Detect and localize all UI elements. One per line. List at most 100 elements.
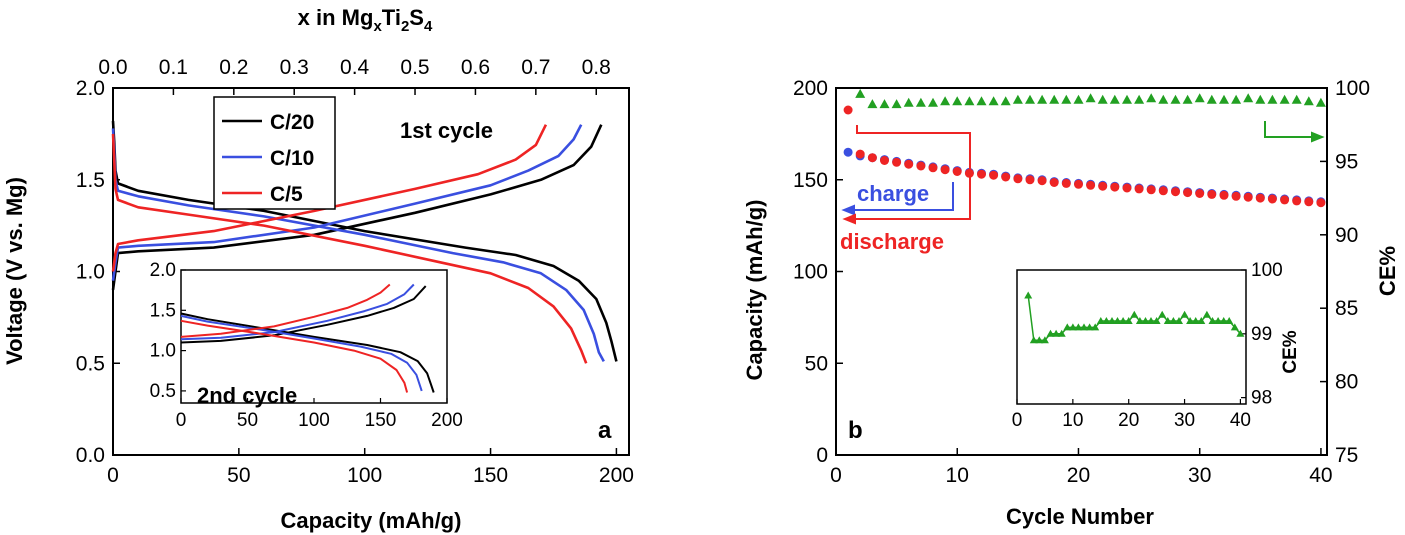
top-x-tick-label: 0.7 — [521, 56, 550, 79]
inset-ce-point — [1236, 329, 1245, 337]
inset-ce-point — [1113, 317, 1122, 324]
panel-b-markers — [843, 88, 1326, 208]
inset-y-tick-label: 1.0 — [150, 341, 176, 362]
inset-ce-point — [1124, 317, 1133, 324]
ce-point — [1219, 94, 1229, 104]
discharge-point — [1316, 198, 1326, 208]
ce-point — [1243, 93, 1254, 103]
panel-a-y-axis-title: Voltage (V vs. Mg) — [2, 177, 27, 365]
inset-curve-c-5-discharge — [180, 319, 409, 393]
top-x-axis-title: x in MgxTi2S4 — [298, 5, 433, 35]
ce-point — [1170, 94, 1181, 104]
y-tick-label: 50 — [805, 352, 828, 375]
inset-ce-point — [1202, 310, 1211, 318]
inset-x-tick-label: 50 — [237, 410, 258, 431]
inset-ce-point — [1191, 317, 1200, 324]
first-cycle-annotation: 1st cycle — [400, 118, 493, 143]
inset-curve-c-10-discharge — [180, 314, 423, 392]
inset-ce-point — [1024, 291, 1033, 299]
ce-point — [1025, 94, 1035, 104]
y-tick-label: 0 — [816, 444, 828, 467]
ce-point — [1061, 94, 1072, 104]
inset-y-tick-label: 0.5 — [150, 381, 176, 402]
legend-label-c-20: C/20 — [270, 111, 314, 134]
ce-point — [1267, 94, 1278, 104]
x-tick-label: 50 — [227, 464, 250, 487]
discharge-point — [904, 159, 914, 169]
inset-curve-c-20-discharge — [180, 312, 435, 393]
curve-c-10-discharge — [111, 128, 605, 363]
curve-c-5-discharge — [111, 133, 588, 364]
ce-point — [891, 99, 902, 109]
inset-y-tick-label: 98 — [1251, 388, 1272, 409]
inset-x-tick-label: 40 — [1230, 410, 1251, 431]
charge-label: charge — [857, 181, 929, 206]
panel-b-right-y-axis-title: CE% — [1375, 246, 1400, 296]
y-tick-label: 0.5 — [76, 352, 105, 375]
ce-point — [940, 96, 951, 106]
y-tick-label: 1.0 — [76, 261, 105, 284]
ce-point — [1158, 94, 1169, 104]
discharge-point — [1255, 193, 1265, 203]
y-tick-label: 200 — [793, 77, 828, 100]
discharge-point — [867, 153, 877, 163]
discharge-point — [843, 105, 853, 115]
y-tick-label: 2.0 — [76, 77, 105, 100]
discharge-point — [1243, 192, 1253, 202]
ce-point — [1109, 94, 1120, 104]
discharge-point — [977, 169, 986, 179]
x-tick-label: 10 — [946, 464, 969, 487]
inset-ce-y-axis-title: CE% — [1280, 330, 1301, 373]
inset-x-tick-label: 30 — [1174, 410, 1195, 431]
charge-arrow — [841, 182, 954, 216]
discharge-point — [1025, 175, 1035, 185]
top-x-tick-label: 0.6 — [461, 56, 490, 79]
panel-a-letter: a — [598, 417, 612, 444]
top-x-tick-label: 0.4 — [340, 56, 370, 79]
inset-ce-point — [1180, 310, 1189, 318]
inset-x-tick-label: 0 — [1012, 410, 1023, 431]
inset-ce-point — [1052, 329, 1061, 337]
legend: C/20 C/10 C/5 — [222, 111, 314, 206]
discharge-point — [1280, 195, 1290, 205]
discharge-point — [1086, 180, 1096, 190]
discharge-point — [892, 157, 902, 167]
ce-point — [964, 96, 975, 106]
discharge-point — [1061, 178, 1071, 188]
right-y-tick-label: 100 — [1335, 77, 1370, 100]
legend-label-c-5: C/5 — [270, 183, 303, 206]
y-tick-label: 150 — [793, 169, 828, 192]
curve-c-5-charge — [111, 124, 548, 272]
discharge-point — [1195, 189, 1205, 198]
discharge-point — [1158, 186, 1168, 196]
inset-ce-point — [1197, 317, 1206, 324]
ce-point — [867, 99, 878, 109]
discharge-point — [1207, 189, 1217, 199]
ce-point — [915, 97, 926, 107]
ce-point — [976, 96, 987, 106]
discharge-point — [1219, 190, 1229, 200]
ce-point — [1279, 94, 1290, 104]
inset-ce-point — [1135, 317, 1144, 324]
inset-y-tick-label: 2.0 — [150, 260, 176, 281]
inset-ce-point — [1068, 323, 1077, 331]
ce-point — [952, 96, 963, 106]
inset-ce-point — [1230, 323, 1239, 331]
discharge-point — [1049, 178, 1059, 187]
right-y-tick-label: 85 — [1335, 297, 1358, 320]
discharge-point — [1001, 172, 1011, 182]
discharge-point — [940, 165, 950, 175]
inset-curve-c-20-charge — [180, 285, 427, 344]
ce-point — [1012, 94, 1023, 104]
top-x-tick-label: 0.8 — [582, 56, 611, 79]
ce-point — [1206, 94, 1217, 104]
inset-ce-point — [1186, 317, 1195, 324]
ce-point — [1315, 97, 1326, 107]
inset-ce-point — [1035, 336, 1044, 344]
inset-ce-point — [1158, 310, 1167, 318]
legend-box — [213, 96, 336, 210]
discharge-point — [1304, 197, 1314, 207]
